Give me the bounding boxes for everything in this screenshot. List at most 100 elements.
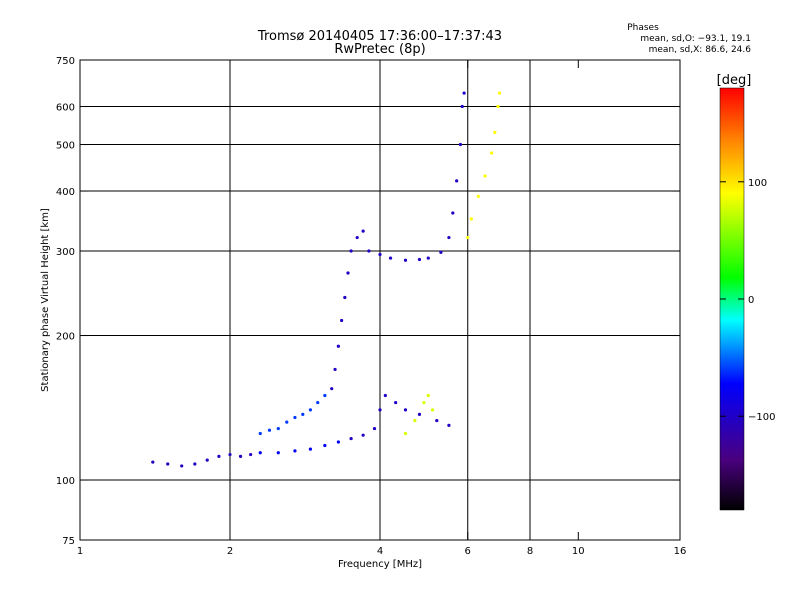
data-point — [497, 91, 502, 95]
data-point — [249, 452, 253, 457]
data-point — [403, 431, 408, 436]
data-point — [336, 344, 340, 348]
data-point — [447, 235, 451, 240]
data-point — [336, 440, 340, 444]
data-point — [367, 249, 371, 253]
data-point — [316, 400, 320, 405]
data-point — [258, 451, 262, 455]
data-point — [193, 462, 197, 466]
data-point — [417, 412, 422, 417]
data-point — [372, 426, 377, 431]
data-point — [493, 130, 497, 134]
data-point — [458, 142, 463, 147]
phases-stats-x: mean, sd,X: 86.6, 24.6 — [649, 45, 752, 55]
data-point — [378, 408, 382, 412]
data-point — [469, 217, 473, 221]
data-point — [343, 295, 347, 300]
data-point — [417, 257, 422, 262]
data-point — [413, 418, 417, 423]
data-point — [361, 433, 365, 437]
x-tick-label: 6 — [465, 546, 471, 557]
data-point — [323, 393, 327, 398]
phases-stats-o: mean, sd,O: −93.1, 19.1 — [640, 34, 751, 44]
data-point — [293, 449, 297, 453]
data-point — [276, 451, 280, 455]
x-axis-ticks: 1 2 4 6 8 10 16 — [77, 60, 687, 557]
y-tick-label: 75 — [62, 536, 75, 547]
colorbar-tick-label: 0 — [748, 295, 754, 306]
data-point — [355, 235, 359, 240]
data-point — [308, 447, 313, 451]
data-point — [308, 408, 313, 412]
data-point — [180, 464, 184, 468]
data-point — [378, 252, 382, 257]
data-point — [293, 415, 297, 420]
chart-title: Tromsø 20140405 17:36:00–17:37:43 — [257, 29, 502, 44]
data-point — [346, 271, 350, 275]
data-point — [426, 256, 430, 260]
data-point — [276, 426, 280, 431]
data-point — [238, 454, 243, 459]
y-tick-label: 100 — [56, 476, 75, 487]
data-point — [496, 104, 500, 109]
data-point — [426, 393, 430, 398]
data-point — [462, 91, 466, 95]
data-point — [447, 423, 451, 427]
data-point — [285, 420, 289, 424]
data-point — [330, 387, 334, 391]
data-point — [403, 258, 408, 262]
x-tick-label: 1 — [77, 546, 83, 557]
data-point — [349, 436, 353, 441]
x-tick-label: 2 — [227, 546, 233, 557]
phases-title: Phases — [627, 23, 659, 33]
data-point — [349, 249, 353, 253]
data-point — [388, 256, 393, 260]
y-tick-label: 600 — [56, 103, 75, 114]
x-tick-label: 10 — [572, 546, 585, 557]
data-point — [323, 443, 327, 448]
y-tick-label: 400 — [56, 187, 75, 198]
y-axis-label: Stationary phase Virtual Height [km] — [40, 208, 51, 392]
data-points — [151, 91, 502, 468]
data-point — [258, 431, 262, 436]
data-point — [403, 408, 408, 412]
colorbar-label: [deg] — [717, 73, 752, 88]
data-point — [466, 235, 470, 240]
data-point — [217, 454, 221, 459]
data-point — [151, 460, 155, 464]
data-point — [460, 104, 464, 109]
data-point — [205, 458, 209, 462]
data-point — [455, 179, 459, 183]
y-tick-label: 500 — [56, 141, 75, 152]
x-tick-label: 8 — [527, 546, 533, 557]
x-axis-label: Frequency [MHz] — [338, 559, 422, 570]
data-point — [166, 462, 170, 466]
y-tick-label: 300 — [56, 247, 75, 258]
data-point — [422, 400, 426, 405]
data-point — [483, 174, 487, 178]
data-point — [435, 418, 439, 423]
data-point — [228, 452, 232, 457]
colorbar-tick-label: 100 — [748, 178, 767, 189]
data-point — [490, 151, 494, 155]
colorbar-tick-label: −100 — [748, 412, 775, 423]
data-point — [340, 318, 344, 323]
y-axis-ticks: 75 100 200 300 400 500 600 750 — [56, 56, 680, 547]
data-point — [394, 400, 398, 405]
data-point — [439, 250, 443, 255]
data-point — [361, 229, 365, 233]
data-point — [333, 367, 337, 372]
data-point — [301, 412, 305, 417]
colorbar-ticks: 100 0 −100 — [720, 178, 775, 423]
y-tick-label: 750 — [56, 56, 75, 67]
data-point — [451, 211, 455, 215]
chart-subtitle: RwPretec (8p) — [334, 42, 425, 57]
data-point — [267, 428, 272, 432]
x-tick-label: 4 — [377, 546, 383, 557]
data-point — [476, 194, 480, 198]
y-tick-label: 200 — [56, 332, 75, 343]
gridlines — [80, 60, 680, 540]
x-tick-label: 16 — [674, 546, 687, 557]
data-point — [430, 408, 435, 412]
